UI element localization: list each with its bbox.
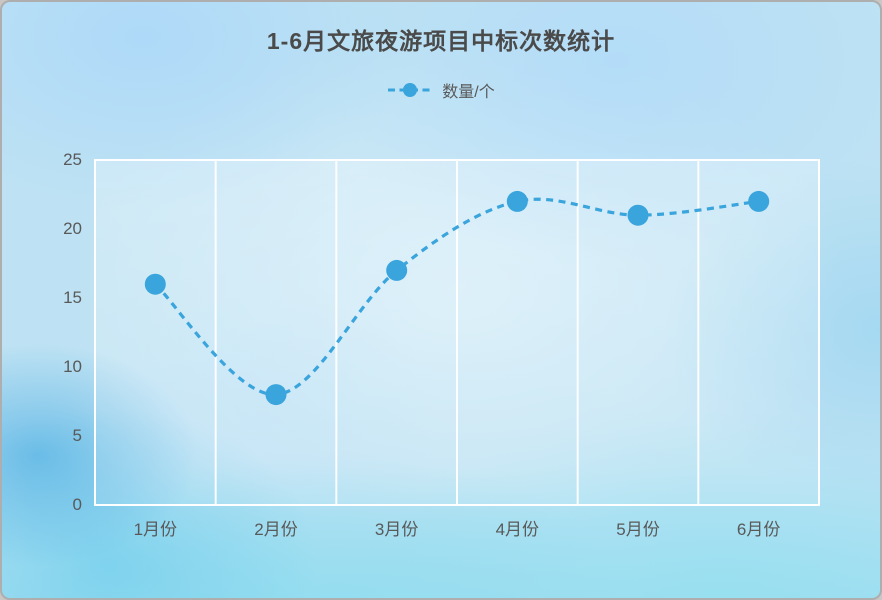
y-tick-label: 10 [63, 357, 82, 376]
x-tick-label: 2月份 [254, 520, 298, 539]
data-point [748, 190, 770, 212]
y-tick-label: 5 [72, 426, 82, 445]
data-point [265, 384, 287, 406]
legend: 数量/个 [2, 78, 880, 102]
data-point [386, 259, 408, 281]
x-tick-label: 3月份 [374, 520, 419, 539]
y-tick-label: 15 [63, 288, 82, 307]
x-tick-label: 6月份 [736, 520, 781, 539]
data-point [144, 273, 166, 295]
x-tick-label: 5月份 [616, 520, 660, 539]
y-tick-label: 20 [63, 219, 82, 238]
data-point [627, 204, 649, 226]
x-tick-label: 1月份 [133, 520, 178, 539]
legend-line-marker-icon [388, 83, 433, 97]
data-point [506, 190, 528, 212]
y-tick-label: 0 [72, 495, 82, 514]
y-tick-label: 25 [63, 150, 82, 169]
x-tick-label: 4月份 [495, 520, 540, 539]
chart-title: 1-6月文旅夜游项目中标次数统计 [266, 28, 616, 54]
legend-label: 数量/个 [442, 84, 495, 101]
